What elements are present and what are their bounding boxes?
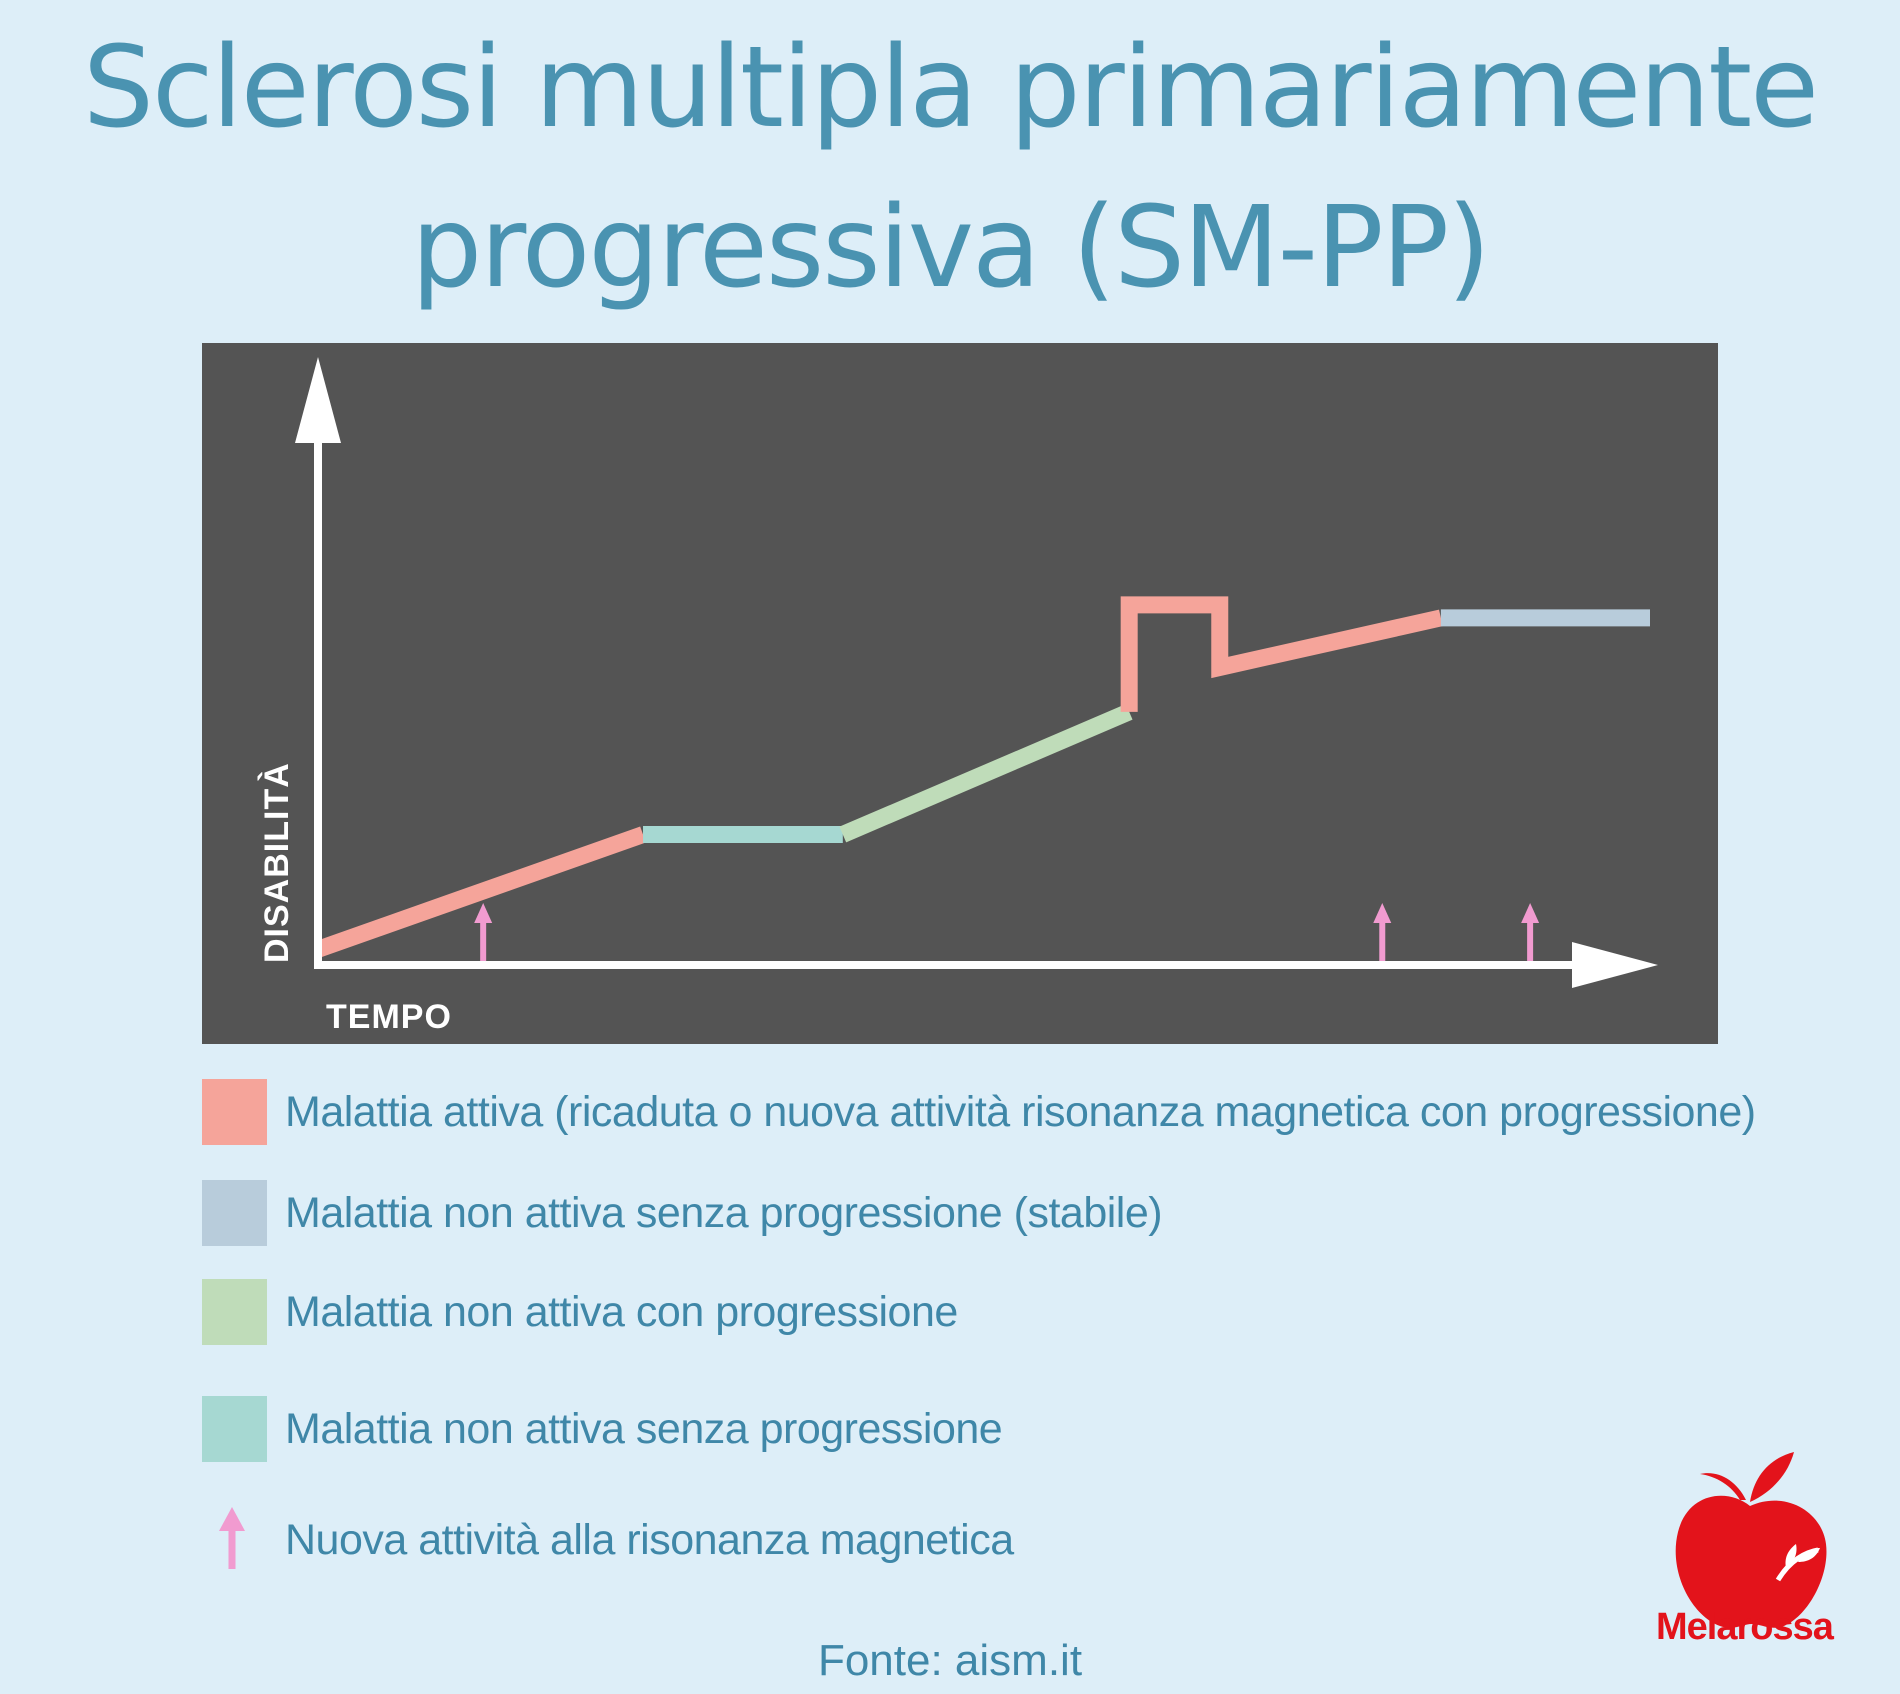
- brand-name: Melarossa: [1656, 1606, 1834, 1648]
- y-axis-label: DISABILITÀ: [258, 762, 296, 963]
- legend-item-no-progression: Malattia non attiva senza progressione: [202, 1395, 1003, 1463]
- legend-item-progression: Malattia non attiva con progressione: [202, 1278, 958, 1346]
- marker-layer: [474, 903, 1540, 963]
- legend-label: Malattia non attiva con progressione: [285, 1287, 958, 1336]
- axes: [295, 357, 1658, 988]
- legend-item-stable: Malattia non attiva senza progressione (…: [202, 1179, 1163, 1247]
- series-segment-active: [1120, 596, 1443, 712]
- legend-item-mri-activity: Nuova attività alla risonanza magnetica: [202, 1506, 1014, 1574]
- legend-swatch: [202, 1396, 267, 1462]
- title-line-1: Sclerosi multipla primariamente: [82, 23, 1819, 153]
- legend-label: Nuova attività alla risonanza magnetica: [285, 1515, 1014, 1564]
- legend-swatch: [202, 1079, 267, 1145]
- x-axis-label: TEMPO: [326, 998, 452, 1036]
- legend-label: Malattia attiva (ricaduta o nuova attivi…: [285, 1087, 1756, 1136]
- series-segment-active: [315, 826, 646, 958]
- mri-marker-arrow-icon: [1373, 903, 1392, 963]
- up-arrow-icon: [219, 1507, 245, 1569]
- x-axis-arrow-icon: [1572, 942, 1658, 988]
- mri-marker-arrow-icon: [1521, 903, 1540, 963]
- page-title: Sclerosi multipla primariamente progress…: [0, 8, 1900, 328]
- apple-logo-icon: [1675, 1452, 1827, 1628]
- disability-chart: TEMPO DISABILITÀ: [202, 343, 1718, 1044]
- legend-item-active: Malattia attiva (ricaduta o nuova attivi…: [202, 1078, 1756, 1146]
- legend-label: Malattia non attiva senza progressione (…: [285, 1188, 1163, 1237]
- legend-swatch: [202, 1279, 267, 1345]
- y-axis-arrow-icon: [295, 357, 341, 443]
- mri-marker-arrow-icon: [474, 903, 493, 963]
- title-line-2: progressiva (SM-PP): [411, 183, 1491, 313]
- legend-label: Malattia non attiva senza progressione: [285, 1404, 1003, 1453]
- chart-background: [202, 343, 1718, 1044]
- series-layer: [315, 596, 1650, 958]
- legend-swatch: [202, 1180, 267, 1246]
- series-segment-not-active-with-progression: [839, 704, 1133, 843]
- source-credit: Fonte: aism.it: [817, 1636, 1083, 1685]
